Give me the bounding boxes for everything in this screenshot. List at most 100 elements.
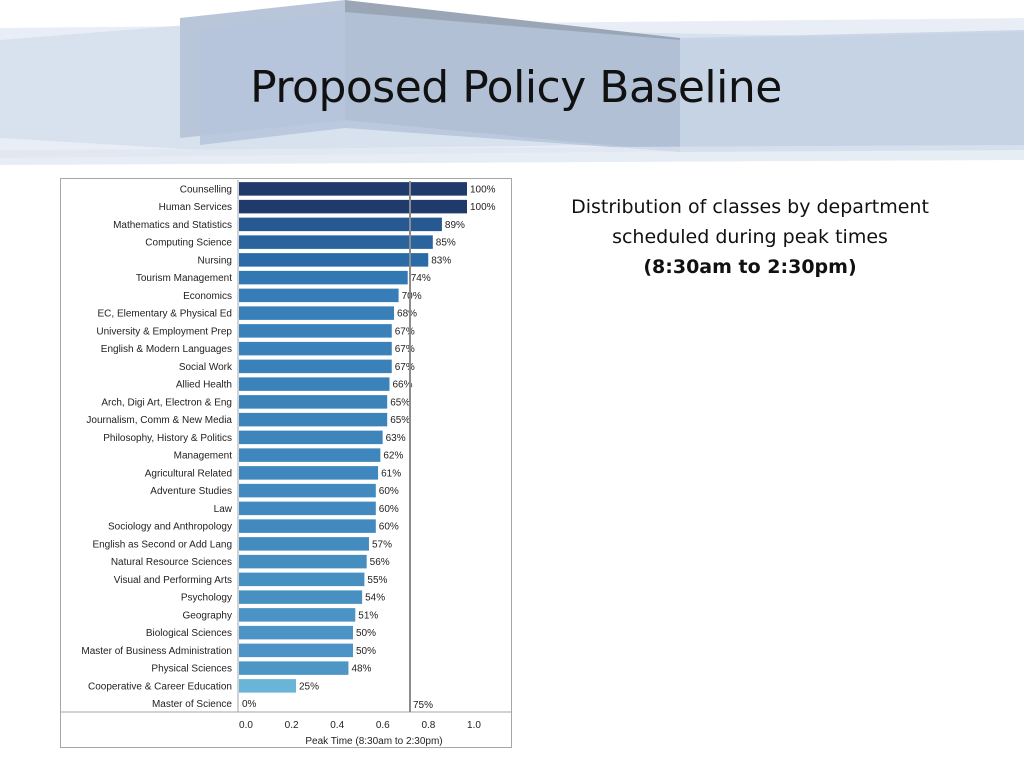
chart-frame: [60, 178, 512, 748]
decorative-banner: [0, 0, 1024, 165]
category-label: Psychology: [181, 593, 232, 604]
bar: [239, 359, 392, 374]
category-label: English as Second or Add Lang: [92, 539, 232, 550]
bar: [239, 519, 376, 533]
bar: [239, 412, 388, 427]
bar: [239, 679, 296, 693]
category-label: Biological Sciences: [146, 628, 232, 639]
category-label: English & Modern Languages: [101, 344, 232, 355]
x-tick-label: 0.2: [285, 720, 299, 731]
bar: [239, 625, 353, 640]
slide-title: Proposed Policy Baseline: [250, 62, 782, 113]
data-label: 50%: [356, 628, 376, 639]
bar: [239, 235, 433, 249]
bar: [239, 572, 365, 587]
data-label: 60%: [379, 486, 399, 497]
data-label: 89%: [445, 220, 465, 231]
reference-line-label: 75%: [413, 700, 433, 711]
bar: [239, 217, 442, 232]
category-label: Philosophy, History & Politics: [103, 433, 232, 444]
data-label: 74%: [411, 273, 431, 284]
category-label: Law: [214, 504, 233, 515]
x-tick-label: 0.6: [376, 720, 390, 731]
data-label: 51%: [358, 610, 378, 621]
data-label: 56%: [370, 557, 390, 568]
x-ticks-group: 0.0 0.2 0.4 0.6 0.8 1.0: [239, 720, 481, 731]
category-label: Journalism, Comm & New Media: [86, 415, 232, 426]
caption-line-2: scheduled during peak times: [612, 226, 888, 248]
data-label: 63%: [386, 433, 406, 444]
x-tick-label: 0.0: [239, 720, 253, 731]
chart-caption: Distribution of classes by department sc…: [540, 192, 960, 282]
bar: [239, 306, 395, 320]
category-label: Nursing: [198, 255, 232, 266]
x-axis-title: Peak Time (8:30am to 2:30pm): [305, 736, 442, 747]
bar: [239, 466, 379, 480]
data-label: 0%: [242, 699, 257, 710]
category-label: Adventure Studies: [150, 486, 232, 497]
data-label: 66%: [392, 380, 412, 391]
category-label: Physical Sciences: [151, 664, 232, 675]
caption-line-1: Distribution of classes by department: [571, 196, 929, 218]
data-label: 55%: [367, 575, 387, 586]
data-label: 68%: [397, 309, 417, 320]
x-tick-label: 1.0: [467, 720, 481, 731]
bar: [239, 590, 363, 604]
bar: [239, 483, 376, 498]
data-label: 85%: [436, 238, 456, 249]
data-label: 60%: [379, 522, 399, 533]
x-tick-label: 0.8: [421, 720, 435, 731]
data-label: 100%: [470, 202, 496, 213]
bar: [239, 324, 392, 338]
category-label: Counselling: [180, 184, 232, 195]
data-label: 62%: [383, 451, 403, 462]
category-label: Master of Science: [152, 699, 232, 710]
data-label: 48%: [351, 664, 371, 675]
category-label: EC, Elementary & Physical Ed: [98, 309, 233, 320]
x-tick-label: 0.4: [330, 720, 344, 731]
category-label: Human Services: [159, 202, 232, 213]
bar: [239, 341, 392, 356]
category-label: Natural Resource Sciences: [111, 557, 232, 568]
data-label: 25%: [299, 681, 319, 692]
bar: [239, 448, 381, 462]
data-label: 70%: [402, 291, 422, 302]
data-label: 83%: [431, 255, 451, 266]
data-label: 67%: [395, 344, 415, 355]
bars-group: Counselling 100% Human Services 100% Mathema…: [81, 182, 496, 710]
data-label: 65%: [390, 415, 410, 426]
category-label: Mathematics and Statistics: [113, 220, 232, 231]
data-label: 61%: [381, 468, 401, 479]
bar: [239, 270, 408, 285]
data-label: 50%: [356, 646, 376, 657]
caption-line-3: (8:30am to 2:30pm): [643, 256, 857, 278]
category-label: Geography: [183, 610, 232, 621]
category-label: Management: [174, 451, 233, 462]
bar: [239, 430, 383, 445]
bar: [239, 288, 399, 303]
category-label: Arch, Digi Art, Electron & Eng: [101, 397, 232, 408]
data-label: 67%: [395, 362, 415, 373]
data-label: 60%: [379, 504, 399, 515]
data-label: 65%: [390, 397, 410, 408]
category-label: University & Employment Prep: [96, 326, 232, 337]
data-label: 54%: [365, 593, 385, 604]
bar: [239, 182, 467, 196]
category-label: Cooperative & Career Education: [88, 681, 232, 692]
bar: [239, 501, 376, 516]
data-label: 57%: [372, 539, 392, 550]
bar: [239, 395, 388, 409]
bar: [239, 377, 390, 391]
category-label: Agricultural Related: [145, 468, 232, 479]
category-label: Allied Health: [176, 380, 232, 391]
category-label: Tourism Management: [136, 273, 232, 284]
bar: [239, 643, 353, 658]
bar: [239, 537, 369, 551]
bar: [239, 608, 356, 622]
category-label: Computing Science: [145, 238, 232, 249]
category-label: Sociology and Anthropology: [108, 522, 232, 533]
bar: [239, 253, 429, 267]
bar: [239, 661, 349, 675]
category-label: Master of Business Administration: [81, 646, 232, 657]
